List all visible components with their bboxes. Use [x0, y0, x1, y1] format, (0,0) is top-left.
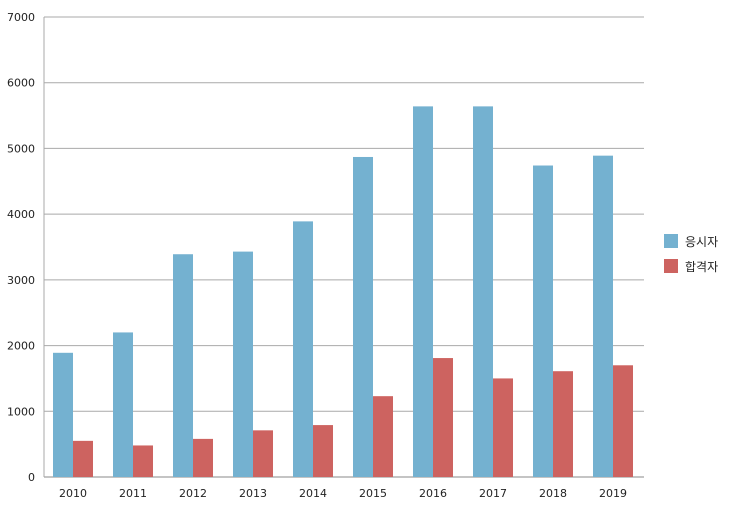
bars — [53, 106, 633, 477]
bar-passers-2012 — [193, 438, 213, 477]
bar-applicants-2011 — [113, 332, 133, 477]
y-tick-label: 7000 — [7, 11, 35, 24]
bar-passers-2019 — [613, 365, 633, 477]
y-tick-label: 1000 — [7, 405, 35, 418]
x-tick-label: 2015 — [359, 487, 387, 500]
legend-swatch — [664, 234, 678, 248]
bar-passers-2017 — [493, 378, 513, 477]
legend-label: 합격자 — [685, 260, 718, 274]
x-tick-label: 2018 — [539, 487, 567, 500]
x-tick-label: 2017 — [479, 487, 507, 500]
bar-passers-2015 — [373, 396, 393, 477]
bar-applicants-2016 — [413, 106, 433, 477]
bar-passers-2013 — [253, 430, 273, 477]
x-tick-label: 2016 — [419, 487, 447, 500]
y-tick-label: 0 — [28, 471, 35, 484]
y-tick-label: 2000 — [7, 340, 35, 353]
bar-applicants-2014 — [293, 221, 313, 477]
y-tick-label: 6000 — [7, 77, 35, 90]
bar-passers-2011 — [133, 445, 153, 477]
x-tick-label: 2014 — [299, 487, 327, 500]
x-tick-label: 2012 — [179, 487, 207, 500]
grid-lines — [44, 16, 644, 478]
bar-passers-2016 — [433, 358, 453, 477]
x-tick-label: 2013 — [239, 487, 267, 500]
bar-applicants-2012 — [173, 254, 193, 477]
bar-applicants-2013 — [233, 251, 253, 477]
y-tick-label: 5000 — [7, 142, 35, 155]
axes: 0 1000 2000 3000 4000 5000 6000 7000 2010 2011 201… — [7, 11, 627, 500]
legend-swatch — [664, 259, 678, 273]
bar-passers-2018 — [553, 371, 573, 477]
bar-passers-2010 — [73, 440, 93, 477]
bar-applicants-2015 — [353, 156, 373, 477]
bar-applicants-2018 — [533, 165, 553, 477]
x-tick-label: 2011 — [119, 487, 147, 500]
bar-applicants-2010 — [53, 352, 73, 477]
bar-applicants-2019 — [593, 155, 613, 477]
y-tick-label: 4000 — [7, 208, 35, 221]
y-tick-label: 3000 — [7, 274, 35, 287]
x-tick-label: 2010 — [59, 487, 87, 500]
bar-applicants-2017 — [473, 106, 493, 477]
bar-passers-2014 — [313, 425, 333, 477]
x-tick-label: 2019 — [599, 487, 627, 500]
legend-label: 응시자 — [685, 235, 718, 249]
